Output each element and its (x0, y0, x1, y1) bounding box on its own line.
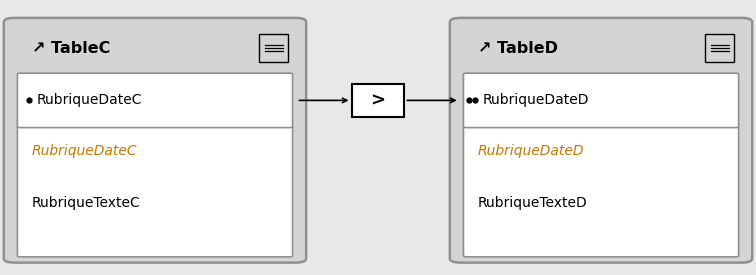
Bar (705, 34, 734, 62)
Bar (352, 84, 404, 117)
Text: ↗ TableC: ↗ TableC (32, 41, 110, 56)
FancyBboxPatch shape (4, 18, 306, 263)
Text: RubriqueDateD: RubriqueDateD (478, 144, 584, 158)
FancyBboxPatch shape (17, 125, 293, 257)
FancyBboxPatch shape (450, 18, 752, 263)
Text: RubriqueDateC: RubriqueDateC (36, 94, 142, 107)
FancyBboxPatch shape (463, 73, 739, 128)
Text: RubriqueTexteC: RubriqueTexteC (32, 197, 141, 210)
Text: ↗ TableD: ↗ TableD (478, 41, 558, 56)
Text: RubriqueTexteD: RubriqueTexteD (478, 197, 587, 210)
Text: RubriqueDateC: RubriqueDateC (32, 144, 138, 158)
Text: RubriqueDateD: RubriqueDateD (482, 94, 589, 107)
FancyBboxPatch shape (463, 125, 739, 257)
Text: >: > (370, 91, 386, 109)
Bar (259, 34, 288, 62)
FancyBboxPatch shape (17, 73, 293, 128)
